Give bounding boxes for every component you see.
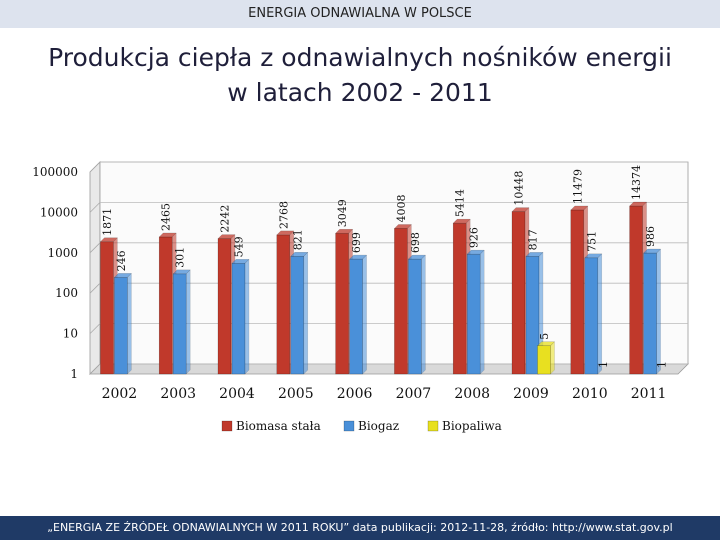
data-label: 246: [115, 250, 128, 271]
bar-biomasa-2006: [335, 232, 349, 375]
legend-label-biopaliwa: Biopaliwa: [442, 419, 502, 433]
footer-source-text: „ENERGIA ZE ŹRÓDEŁ ODNAWIALNYCH W 2011 R…: [47, 521, 673, 534]
bar-biomasa-2002: [100, 241, 114, 375]
gridline-diag-100: [89, 282, 101, 294]
data-label: 1: [656, 361, 669, 368]
data-label: 10448: [513, 171, 526, 206]
legend-label-biogaz: Biogaz: [358, 419, 399, 433]
x-tick-label: 2010: [572, 386, 608, 402]
x-tick-label: 2011: [631, 386, 667, 402]
bar-biogaz-2011: [643, 252, 657, 375]
y-tick-label: 1000: [47, 246, 78, 260]
x-tick-label: 2002: [102, 386, 138, 402]
data-label: 926: [468, 227, 481, 248]
y-tick-label: 100: [55, 286, 78, 300]
bar-biomasa-2003: [158, 236, 173, 375]
x-tick-label: 2009: [513, 386, 549, 402]
slide-title-line-2: w latach 2002 - 2011: [227, 78, 493, 107]
gridline-diag-10000: [89, 202, 101, 213]
data-label: 2768: [277, 201, 290, 229]
bar-biogaz-2010: [584, 257, 599, 375]
data-label: 4008: [395, 194, 408, 222]
data-label: 1: [597, 361, 610, 368]
data-label: 751: [585, 231, 598, 252]
x-tick-label: 2008: [454, 386, 490, 402]
data-label: 1871: [101, 208, 114, 236]
data-label: 301: [174, 247, 187, 268]
bar-biogaz-2004: [231, 263, 246, 375]
gridline-diag-1000: [89, 242, 101, 254]
legend-swatch-biopaliwa: [427, 420, 439, 432]
bar-biopaliwa-2009: [537, 345, 551, 375]
data-label: 699: [350, 232, 363, 253]
y-tick-label: 10: [63, 327, 78, 341]
data-label: 698: [409, 232, 422, 253]
bar-biomasa-2008: [452, 222, 467, 375]
bar-biogaz-2011-side: [656, 248, 661, 375]
bar-biogaz-2005-side: [303, 251, 309, 375]
chart-svg: 100000 10000 1000 100 10 1 1871 246 2002 2465 301 2…: [32, 161, 689, 433]
x-tick-label: 2007: [396, 386, 432, 402]
slide-title: Produkcja ciepła z odnawialnych nośników…: [0, 40, 720, 110]
chart: 100000 10000 1000 100 10 1 1871 246 2002 2465 301 2…: [18, 152, 700, 452]
bar-biogaz-2009: [525, 256, 540, 375]
data-label: 549: [233, 236, 246, 257]
x-tick-label: 2006: [337, 386, 373, 402]
gridline-diag-10: [89, 323, 101, 334]
data-label: 821: [291, 229, 304, 250]
legend-swatch-biomasa: [221, 420, 233, 432]
footer: „ENERGIA ZE ŹRÓDEŁ ODNAWIALNYCH W 2011 R…: [0, 516, 720, 540]
bar-biomasa-2009: [511, 211, 526, 375]
bar-biogaz-2006-side: [362, 254, 367, 375]
slide-title-line-1: Produkcja ciepła z odnawialnych nośników…: [48, 43, 672, 72]
bar-biomasa-2004: [217, 238, 232, 375]
bar-biogaz-2007: [408, 258, 422, 375]
bar-biogaz-2006: [349, 258, 363, 375]
bar-biogaz-2005: [290, 256, 305, 375]
section-header: ENERGIA ODNAWIALNA W POLSCE: [0, 0, 720, 28]
bar-biomasa-2010: [570, 209, 585, 375]
data-label: 5414: [454, 189, 467, 217]
data-label: 2242: [219, 205, 232, 233]
bar-biogaz-2010-side: [597, 253, 603, 375]
x-tick-label: 2005: [278, 386, 314, 402]
section-title: ENERGIA ODNAWIALNA W POLSCE: [248, 6, 472, 21]
bar-biogaz-2008-side: [479, 249, 485, 375]
bar-biomasa-2011: [629, 205, 643, 375]
bar-biogaz-2003-side: [185, 269, 191, 375]
y-tick-label: 100000: [32, 165, 78, 179]
x-tick-label: 2003: [160, 386, 196, 402]
bar-biomasa-2005: [276, 234, 291, 375]
x-tick-label: 2004: [219, 386, 255, 402]
data-label: 3049: [336, 199, 349, 227]
gridline-diag-100000: [89, 161, 101, 173]
data-label: 2465: [160, 203, 173, 231]
bar-biogaz-2002: [114, 277, 128, 375]
chart-side-wall: [89, 161, 101, 375]
data-label: 5: [538, 333, 551, 340]
bar-biogaz-2002-side: [127, 272, 132, 375]
data-label: 986: [644, 226, 657, 247]
bar-biomasa-2007: [394, 228, 408, 375]
bar-biogaz-2008: [466, 253, 481, 375]
legend-swatch-biogaz: [343, 420, 355, 432]
gridline-diag-1: [89, 363, 101, 375]
legend-label-biomasa: Biomasa stała: [236, 419, 321, 433]
bar-biogaz-2004-side: [244, 258, 250, 375]
data-label: 817: [527, 229, 540, 250]
bar-biogaz-2003: [172, 273, 187, 375]
y-tick-label: 1: [70, 367, 78, 381]
bar-biogaz-2007-side: [421, 254, 426, 375]
y-tick-label: 10000: [40, 205, 78, 219]
data-label: 11479: [571, 169, 584, 204]
bar-biopaliwa-2009-side: [550, 341, 555, 375]
data-label: 14374: [630, 165, 643, 200]
